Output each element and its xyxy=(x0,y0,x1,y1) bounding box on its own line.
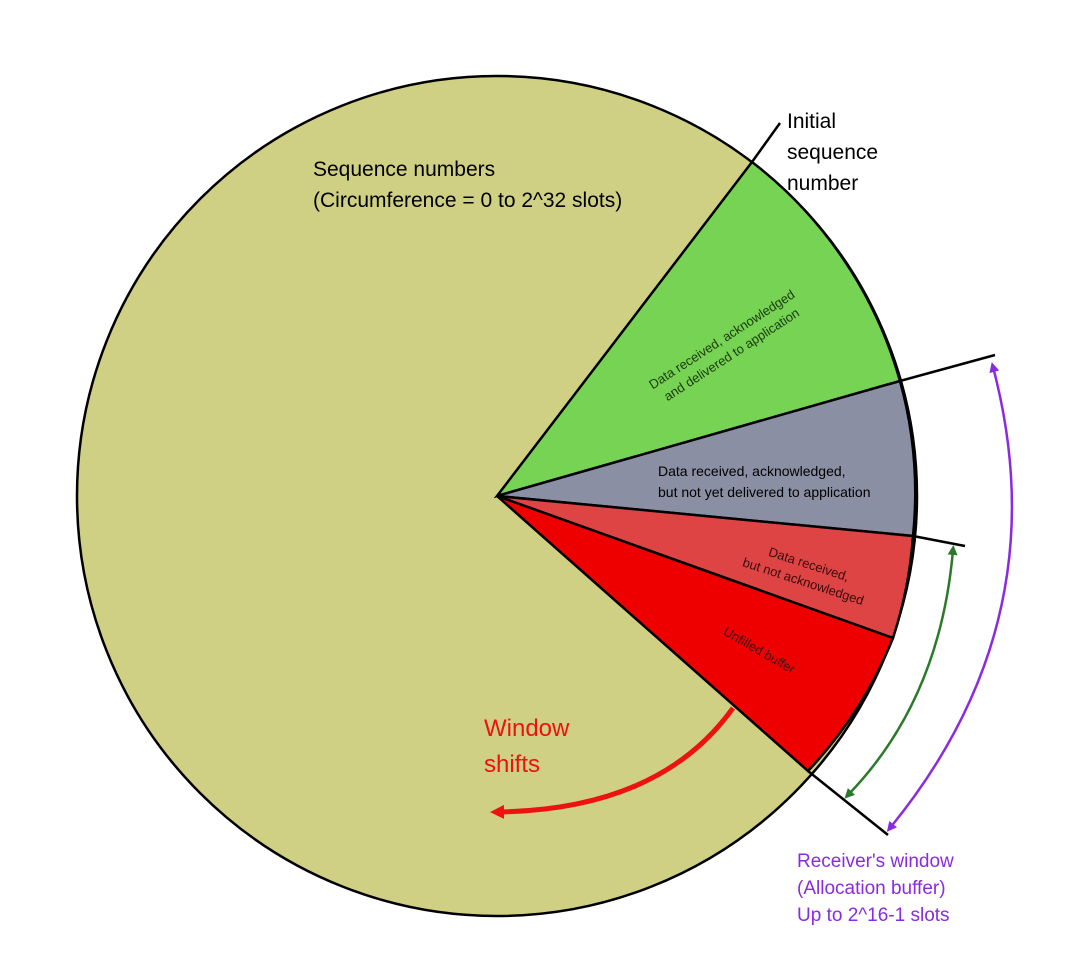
svg-text:Data received, acknowledged,: Data received, acknowledged, xyxy=(658,463,846,479)
svg-text:but not yet delivered to appli: but not yet delivered to application xyxy=(658,484,870,500)
svg-text:shifts: shifts xyxy=(484,751,540,778)
svg-text:Sequence numbers: Sequence numbers xyxy=(313,158,495,181)
isn-line-3: number xyxy=(787,172,858,195)
window-start-line xyxy=(899,353,996,383)
allocation-buffer-arrow xyxy=(844,545,958,799)
svg-text:(Allocation buffer): (Allocation buffer) xyxy=(797,878,946,899)
title-line-1: Sequence numbers xyxy=(313,158,495,181)
receiver-window-line-3: Up to 2^16-1 slots xyxy=(797,905,950,926)
title-line-2: (Circumference = 0 to 2^32 slots) xyxy=(313,189,622,212)
window-shifts-line-1: Window xyxy=(484,715,570,742)
svg-text:Receiver's window: Receiver's window xyxy=(797,851,954,872)
svg-text:Window: Window xyxy=(484,715,570,742)
window-shifts-line-2: shifts xyxy=(484,751,540,778)
svg-text:Initial: Initial xyxy=(787,110,836,133)
svg-text:Up to 2^16-1 slots: Up to 2^16-1 slots xyxy=(797,905,950,926)
svg-text:number: number xyxy=(787,172,858,195)
window-shift-arrow xyxy=(490,706,736,819)
gray-segment-line-1: Data received, acknowledged, xyxy=(658,463,846,479)
gray-segment-line-2: but not yet delivered to application xyxy=(658,484,870,500)
isn-pointer-line xyxy=(750,122,782,163)
receiver-window-line-1: Receiver's window xyxy=(797,851,954,872)
svg-text:(Circumference = 0 to 2^32 slo: (Circumference = 0 to 2^32 slots) xyxy=(313,189,622,212)
ack-start-line xyxy=(912,534,966,548)
receiver-window-line-2: (Allocation buffer) xyxy=(797,878,946,899)
isn-line-2: sequence xyxy=(787,141,878,164)
segment-delivered xyxy=(493,160,902,499)
isn-line-1: Initial xyxy=(787,110,836,133)
window-end-line xyxy=(807,770,889,836)
svg-text:sequence: sequence xyxy=(787,141,878,164)
